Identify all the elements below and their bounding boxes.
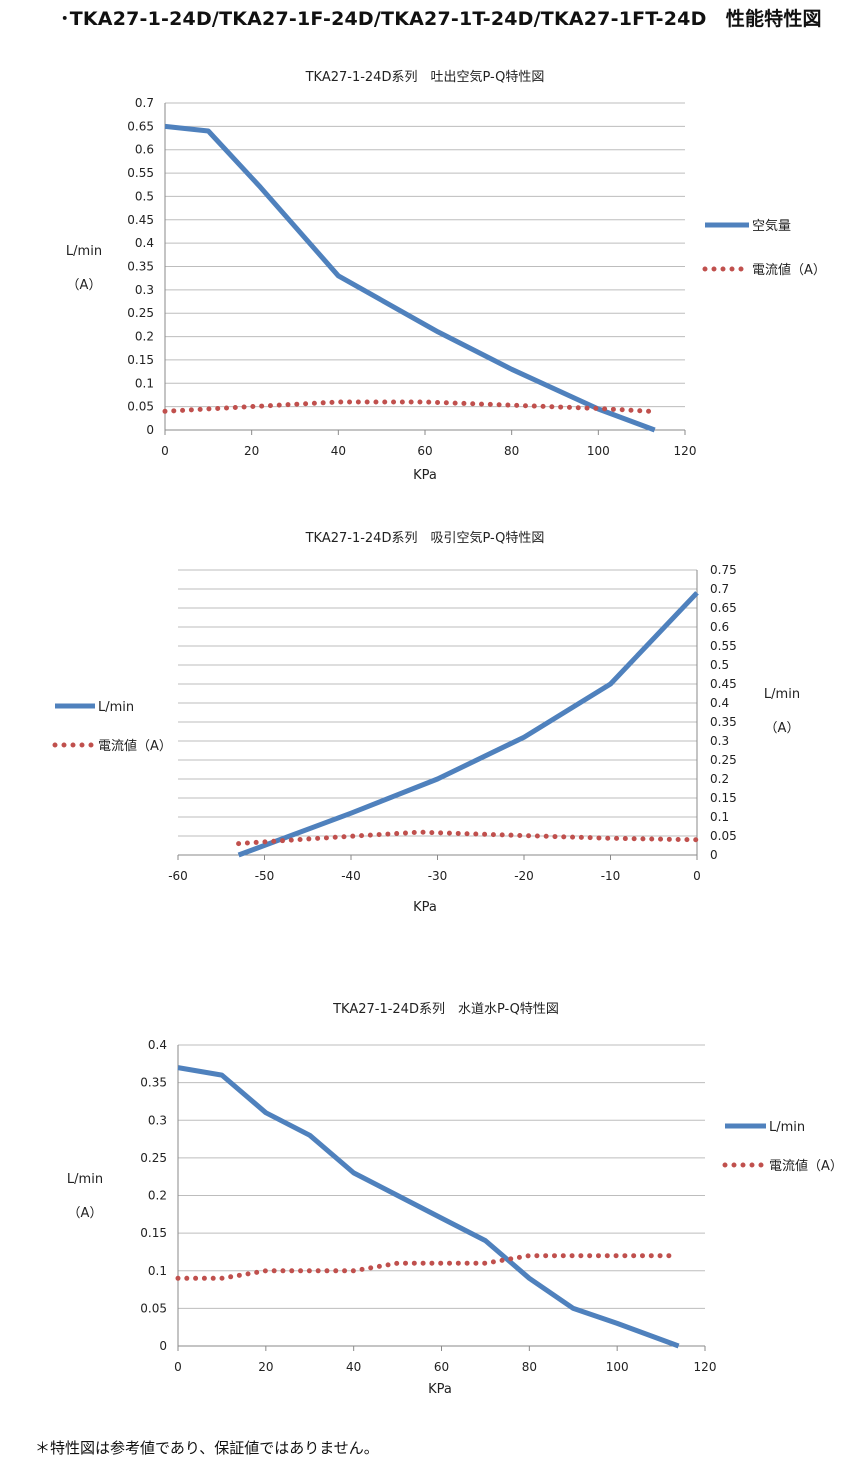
x-tick-label: 20 — [258, 1360, 273, 1374]
y-tick-label: 0.45 — [710, 677, 737, 691]
y-tick-label: 0.15 — [140, 1226, 167, 1240]
y-tick-label: 0.25 — [127, 306, 154, 320]
y-tick-label: 0.1 — [710, 810, 729, 824]
y-tick-label: 0.55 — [127, 166, 154, 180]
discharge-air-pq-chart: TKA27-1-24D系列 吐出空気P-Q特性図 0 0.05 0.1 0.15 0.2 0… — [66, 69, 826, 483]
y-tick-label: 0.1 — [135, 376, 154, 390]
y-tick-label: 0.2 — [148, 1189, 167, 1203]
page-title: ･TKA27-1-24D/TKA27-1F-24D/TKA27-1T-24D/T… — [60, 8, 822, 30]
y-tick-label: 0 — [710, 848, 718, 862]
y-tick-label: 0.65 — [710, 601, 737, 615]
y-tick-label: 0.2 — [135, 330, 154, 344]
y-tick-label: 0.55 — [710, 639, 737, 653]
y-axis-label: L/min — [66, 244, 102, 259]
series-line-0 — [177, 1065, 680, 1349]
x-tick-label: -30 — [428, 869, 448, 883]
legend-label-1: 電流値（A） — [98, 738, 172, 754]
legend-label-1: 電流値（A） — [752, 262, 826, 278]
x-tick-label: -60 — [168, 869, 188, 883]
legend-label-0: L/min — [769, 1120, 805, 1135]
x-tick-label: -50 — [255, 869, 275, 883]
footnote: ＊特性図は参考値であり、保証値ではありません。 — [35, 1439, 379, 1457]
y-tick-label: 0.3 — [148, 1113, 167, 1127]
y-tick-label: 0.4 — [148, 1038, 167, 1052]
y-tick-label: 0.1 — [148, 1264, 167, 1278]
x-tick-label: 20 — [244, 444, 259, 458]
legend-label-0: 空気量 — [752, 218, 791, 234]
y-tick-label: 0.7 — [135, 96, 154, 110]
suction-air-pq-chart: TKA27-1-24D系列 吸引空気P-Q特性図 0 0.05 0.1 0.15 0.2 0… — [52, 530, 800, 915]
y-tick-label: 0.65 — [127, 119, 154, 133]
y-tick-label: 0.3 — [135, 283, 154, 297]
x-axis-label: KPa — [413, 468, 437, 483]
x-tick-label: -40 — [341, 869, 361, 883]
y-tick-label: 0.4 — [710, 696, 729, 710]
x-axis-label: KPa — [413, 900, 437, 915]
series-line-1 — [162, 399, 653, 414]
x-tick-label: 80 — [522, 1360, 537, 1374]
x-tick-label: 60 — [417, 444, 432, 458]
x-tick-label: 0 — [693, 869, 701, 883]
x-tick-label: -20 — [514, 869, 534, 883]
y-tick-label: 0.35 — [127, 260, 154, 274]
x-tick-label: 40 — [346, 1360, 361, 1374]
series-line-1 — [175, 1253, 673, 1281]
y-tick-label: 0.45 — [127, 213, 154, 227]
y-tick-label: 0.75 — [710, 563, 737, 577]
chart-title: TKA27-1-24D系列 水道水P-Q特性図 — [332, 1002, 559, 1017]
y-axis-label-unit: （A） — [67, 278, 102, 293]
x-tick-label: 120 — [694, 1360, 717, 1374]
x-tick-label: 80 — [504, 444, 519, 458]
x-tick-label: 100 — [587, 444, 610, 458]
tap-water-pq-chart: TKA27-1-24D系列 水道水P-Q特性図 0 0.05 0.1 0.15 0.2 0.… — [67, 1002, 843, 1397]
y-tick-label: 0 — [146, 423, 154, 437]
x-tick-label: 40 — [331, 444, 346, 458]
y-axis-label-unit: （A） — [765, 721, 800, 736]
y-tick-label: 0.35 — [140, 1076, 167, 1090]
legend-label-1: 電流値（A） — [769, 1158, 843, 1174]
y-tick-label: 0.15 — [127, 353, 154, 367]
y-tick-label: 0.7 — [710, 582, 729, 596]
series-line-1 — [236, 829, 700, 847]
y-tick-label: 0.3 — [710, 734, 729, 748]
chart-title: TKA27-1-24D系列 吸引空気P-Q特性図 — [305, 530, 545, 546]
y-tick-label: 0.05 — [140, 1301, 167, 1315]
y-axis-label: L/min — [764, 687, 800, 702]
x-tick-label: 0 — [161, 444, 169, 458]
y-tick-label: 0.6 — [710, 620, 729, 634]
y-axis-label: L/min — [67, 1172, 103, 1187]
y-tick-label: 0.25 — [710, 753, 737, 767]
x-tick-label: 120 — [674, 444, 697, 458]
y-tick-label: 0.5 — [710, 658, 729, 672]
y-tick-label: 0.6 — [135, 143, 154, 157]
y-tick-label: 0 — [159, 1339, 167, 1353]
y-tick-label: 0.05 — [710, 829, 737, 843]
y-tick-label: 0.4 — [135, 236, 154, 250]
series-line-0 — [237, 591, 699, 858]
x-tick-label: 60 — [434, 1360, 449, 1374]
chart-title: TKA27-1-24D系列 吐出空気P-Q特性図 — [305, 69, 545, 85]
y-tick-label: 0.25 — [140, 1151, 167, 1165]
legend-label-0: L/min — [98, 700, 134, 715]
series-line-0 — [164, 123, 656, 433]
y-tick-label: 0.2 — [710, 772, 729, 786]
y-tick-label: 0.35 — [710, 715, 737, 729]
x-tick-label: 0 — [174, 1360, 182, 1374]
x-tick-label: -10 — [601, 869, 621, 883]
y-axis-label-unit: （A） — [68, 1206, 103, 1221]
x-axis-label: KPa — [428, 1382, 452, 1397]
y-tick-label: 0.05 — [127, 400, 154, 414]
y-tick-label: 0.5 — [135, 189, 154, 203]
x-tick-label: 100 — [606, 1360, 629, 1374]
y-tick-label: 0.15 — [710, 791, 737, 805]
